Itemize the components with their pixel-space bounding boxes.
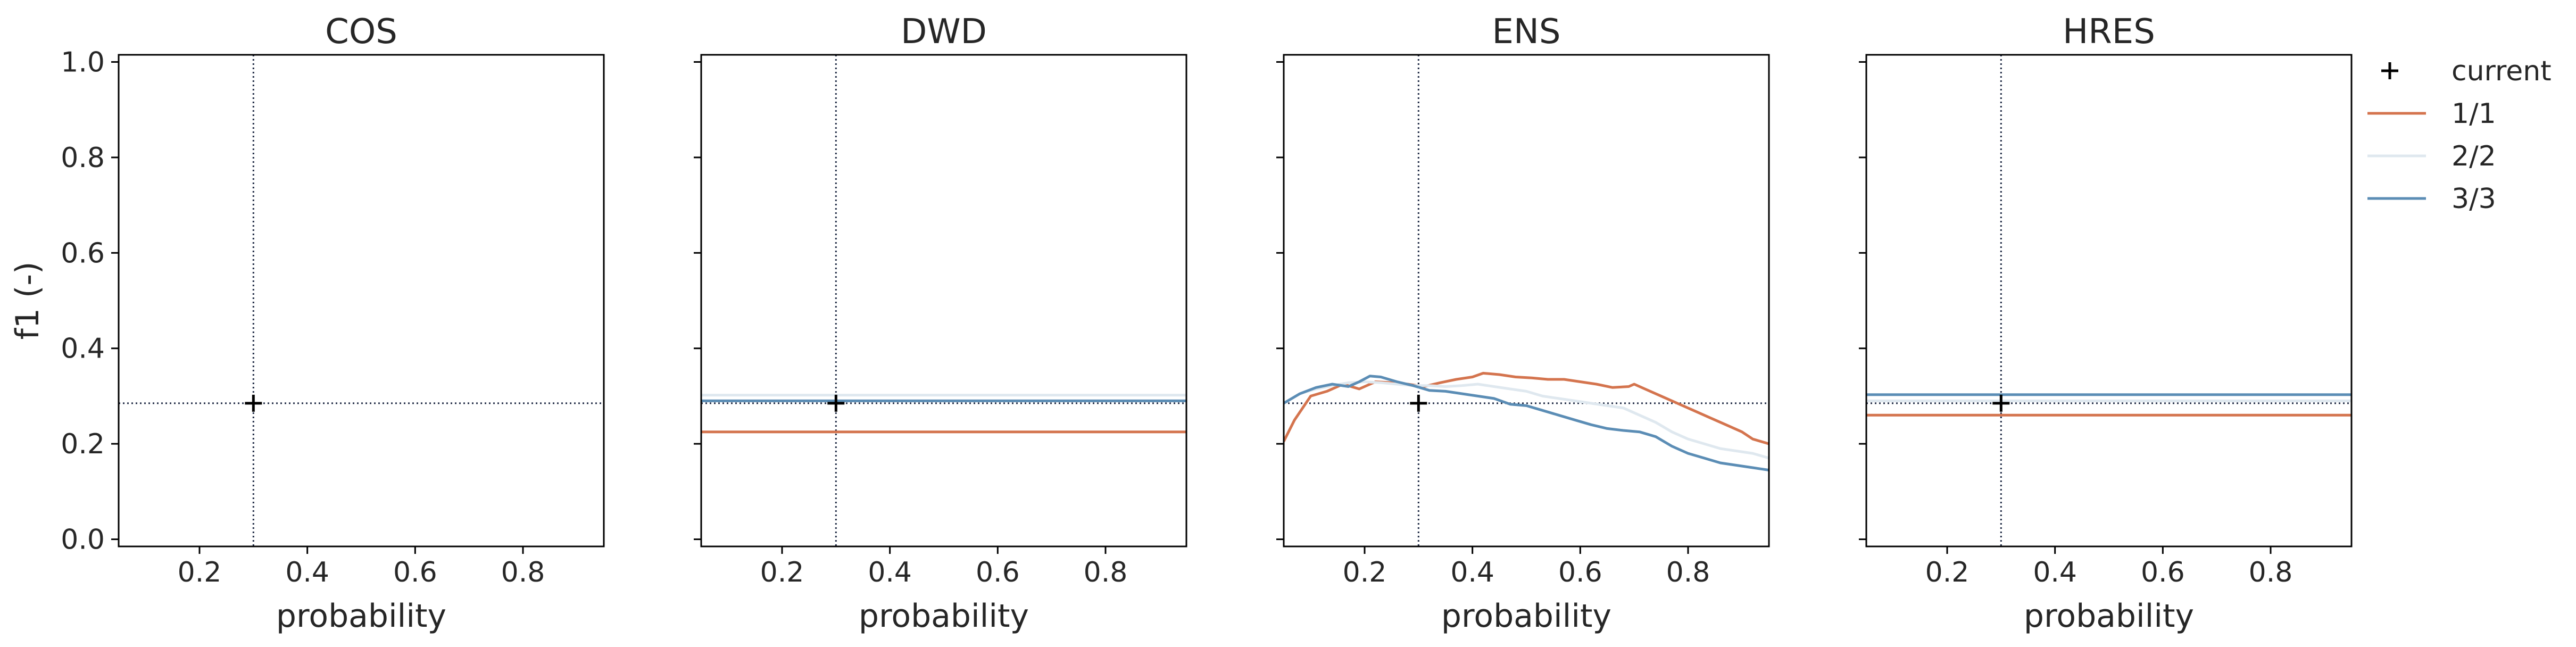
current-marker	[1410, 394, 1427, 412]
x-tick-label: 0.6	[2141, 557, 2185, 588]
x-tick-label: 0.8	[1084, 557, 1128, 588]
axes-frame	[1283, 54, 1770, 548]
plot-area	[1866, 55, 2351, 546]
x-tick-label: 0.4	[1450, 557, 1494, 588]
panel-ens: ENS 0.2 0.4 0.6 0.8 probability	[1276, 12, 1770, 635]
legend-label: current	[2452, 55, 2552, 87]
legend-item: current	[2381, 55, 2552, 87]
legend: current 1/1 2/2 3/3	[2367, 55, 2552, 215]
panel-hres: HRES 0.2 0.4 0.6 0.8 probability	[1859, 12, 2353, 635]
y-tick-label: 0.4	[61, 333, 105, 365]
x-tick-label: 0.6	[976, 557, 1020, 588]
legend-item: 2/2	[2367, 140, 2496, 172]
current-marker	[1992, 394, 2010, 412]
panel-dwd: DWD 0.2 0.4 0.6 0.8 probability	[694, 12, 1187, 635]
current-marker	[827, 394, 845, 412]
legend-label: 2/2	[2452, 140, 2496, 172]
x-axis-label: probability	[2024, 598, 2194, 635]
y-tick-label: 0.6	[61, 237, 105, 269]
current-marker	[245, 394, 262, 412]
series-line-2-2	[1284, 380, 1769, 460]
plot-area	[701, 55, 1186, 546]
panel-title: HRES	[2063, 12, 2155, 52]
y-tick-label: 0.8	[61, 142, 105, 174]
panel-title: COS	[325, 12, 397, 52]
x-tick-label: 0.2	[178, 557, 222, 588]
plot-area	[119, 55, 604, 546]
y-tick-label: 1.0	[61, 46, 105, 78]
x-tick-label: 0.4	[2033, 557, 2077, 588]
legend-label: 3/3	[2452, 183, 2496, 215]
series-line-3-3	[1284, 375, 1769, 471]
legend-label: 1/1	[2452, 98, 2496, 130]
y-tick-label: 0.2	[61, 428, 105, 460]
plot-area	[1284, 55, 1769, 546]
axes-frame	[700, 54, 1187, 548]
x-tick-label: 0.6	[1558, 557, 1602, 588]
x-axis-label: probability	[276, 598, 446, 635]
legend-item: 1/1	[2367, 98, 2496, 130]
x-axis-label: probability	[1441, 598, 1611, 635]
x-tick-label: 0.4	[285, 557, 329, 588]
plus-icon	[2381, 62, 2398, 79]
x-tick-label: 0.8	[1666, 557, 1710, 588]
legend-item: 3/3	[2367, 183, 2496, 215]
y-tick-label: 0.0	[61, 524, 105, 556]
x-tick-label: 0.2	[1343, 557, 1387, 588]
axes-frame	[1865, 54, 2353, 548]
x-tick-label: 0.2	[760, 557, 804, 588]
x-tick-label: 0.6	[393, 557, 437, 588]
axes-frame	[118, 54, 605, 548]
x-tick-label: 0.2	[1925, 557, 1970, 588]
x-tick-label: 0.4	[868, 557, 912, 588]
chart-panels: COS 0.2 0.4 0.6 0.8 0.0 0.2 0.4 0.6 0.8 1.0 probabi…	[9, 12, 2353, 635]
y-axis-label: f1 (-)	[9, 262, 46, 340]
x-tick-label: 0.8	[501, 557, 545, 588]
panel-cos: COS 0.2 0.4 0.6 0.8 0.0 0.2 0.4 0.6 0.8 1.0 probabi…	[9, 12, 605, 635]
panel-title: ENS	[1492, 12, 1561, 52]
x-tick-label: 0.8	[2249, 557, 2293, 588]
panel-title: DWD	[901, 12, 987, 52]
x-axis-label: probability	[859, 598, 1029, 635]
series-line-1-1	[1284, 371, 1769, 445]
